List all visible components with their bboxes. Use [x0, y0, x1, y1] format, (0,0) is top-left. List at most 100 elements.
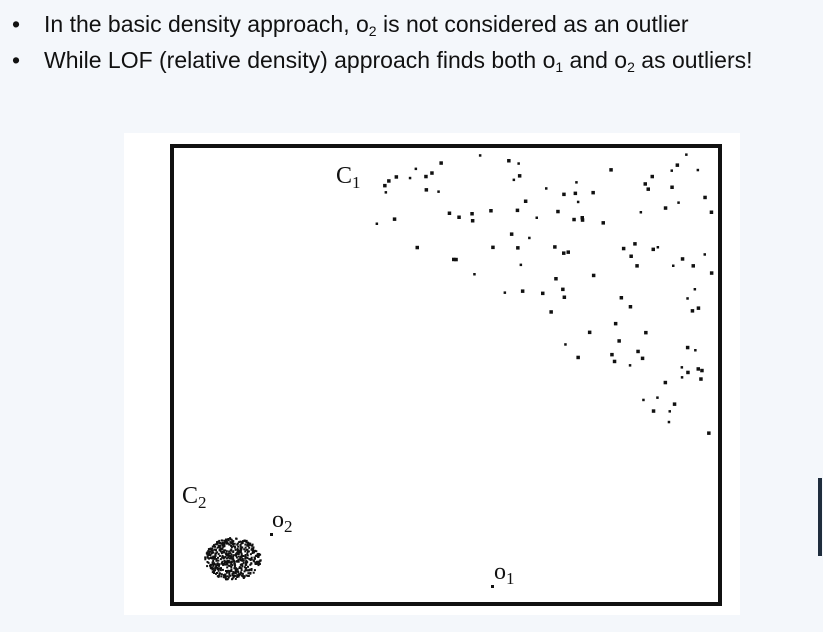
- data-point: [244, 557, 247, 560]
- data-point: [454, 257, 458, 262]
- data-point: [226, 562, 228, 565]
- data-point: [437, 190, 440, 193]
- data-point: [246, 569, 249, 572]
- data-point: [247, 565, 249, 568]
- data-point: [255, 561, 258, 563]
- data-point: [699, 377, 703, 381]
- data-point: [234, 577, 237, 580]
- data-point: [639, 211, 643, 214]
- bullet-text: as outliers!: [634, 47, 753, 73]
- label-o1: o1: [494, 559, 515, 588]
- data-point: [237, 545, 240, 548]
- data-point: [384, 191, 388, 194]
- data-point: [221, 542, 224, 544]
- label-o2: o2: [272, 507, 293, 536]
- data-point: [221, 562, 223, 565]
- data-point: [233, 562, 236, 565]
- data-point: [249, 572, 252, 575]
- data-point: [243, 548, 246, 551]
- data-point: [211, 547, 214, 550]
- data-point: [240, 555, 243, 558]
- data-point: [252, 559, 255, 562]
- data-point: [206, 565, 209, 568]
- data-point: [219, 544, 222, 547]
- data-point: [447, 211, 452, 215]
- data-point: [517, 162, 520, 165]
- data-point: [691, 264, 695, 268]
- data-point: [240, 574, 243, 577]
- data-point: [244, 554, 247, 556]
- data-point: [580, 216, 584, 220]
- data-point: [220, 567, 222, 570]
- data-point: [213, 562, 216, 565]
- data-point: [516, 246, 520, 250]
- data-point: [221, 556, 224, 559]
- bullet-item: • While LOF (relative density) approach f…: [8, 46, 798, 74]
- data-point: [240, 569, 243, 571]
- data-point: [218, 574, 220, 577]
- data-point: [457, 215, 461, 219]
- data-point: [473, 273, 476, 276]
- data-point: [220, 573, 223, 576]
- data-point: [246, 574, 249, 577]
- scatter-diagram: C1 C2 o2 o1: [170, 144, 722, 606]
- subscript: 2: [368, 23, 377, 39]
- data-point: [206, 553, 209, 556]
- data-point: [211, 545, 214, 548]
- data-point: [680, 257, 685, 261]
- data-point: [387, 179, 391, 183]
- data-point: [213, 544, 215, 547]
- data-point: [217, 567, 220, 570]
- data-point: [216, 575, 219, 578]
- data-point: [227, 542, 230, 545]
- data-point: [651, 409, 656, 413]
- bullet-text: While LOF (relative density) approach fi…: [44, 47, 556, 73]
- data-point: [235, 556, 238, 559]
- data-point: [249, 553, 252, 556]
- data-point: [223, 563, 226, 566]
- data-point: [512, 178, 516, 182]
- data-point: [240, 554, 243, 556]
- data-point: [238, 549, 241, 552]
- data-point: [235, 560, 238, 563]
- data-point: [228, 550, 231, 553]
- data-point: [223, 559, 226, 562]
- data-point: [640, 356, 645, 361]
- data-point: [240, 542, 243, 545]
- data-point: [221, 544, 224, 547]
- data-point: [685, 153, 688, 156]
- data-point: [693, 288, 697, 291]
- data-point: [211, 571, 214, 574]
- bullet-dot: •: [12, 47, 21, 73]
- data-point: [219, 558, 222, 561]
- data-point: [709, 271, 714, 275]
- data-point: [503, 291, 507, 294]
- data-point: [232, 550, 235, 553]
- data-point: [208, 552, 211, 555]
- data-point: [680, 376, 684, 379]
- data-point: [230, 544, 232, 547]
- data-point: [209, 547, 212, 550]
- data-point: [251, 543, 254, 546]
- data-point: [215, 572, 217, 575]
- data-point: [612, 359, 617, 364]
- data-point: [241, 542, 244, 544]
- data-point: [208, 550, 211, 553]
- data-point: [251, 550, 254, 553]
- data-point: [629, 254, 633, 258]
- data-point: [439, 161, 443, 165]
- data-point: [251, 552, 254, 554]
- data-point: [246, 541, 249, 544]
- data-point: [241, 558, 244, 560]
- data-point: [609, 168, 613, 172]
- data-point: [636, 349, 640, 354]
- data-point: [207, 561, 210, 564]
- data-point: [228, 561, 231, 564]
- data-point: [233, 542, 236, 545]
- data-point: [576, 200, 580, 204]
- data-point: [213, 555, 216, 558]
- data-point: [241, 546, 244, 549]
- data-point: [685, 345, 690, 350]
- data-point: [239, 540, 242, 543]
- data-point: [576, 355, 580, 360]
